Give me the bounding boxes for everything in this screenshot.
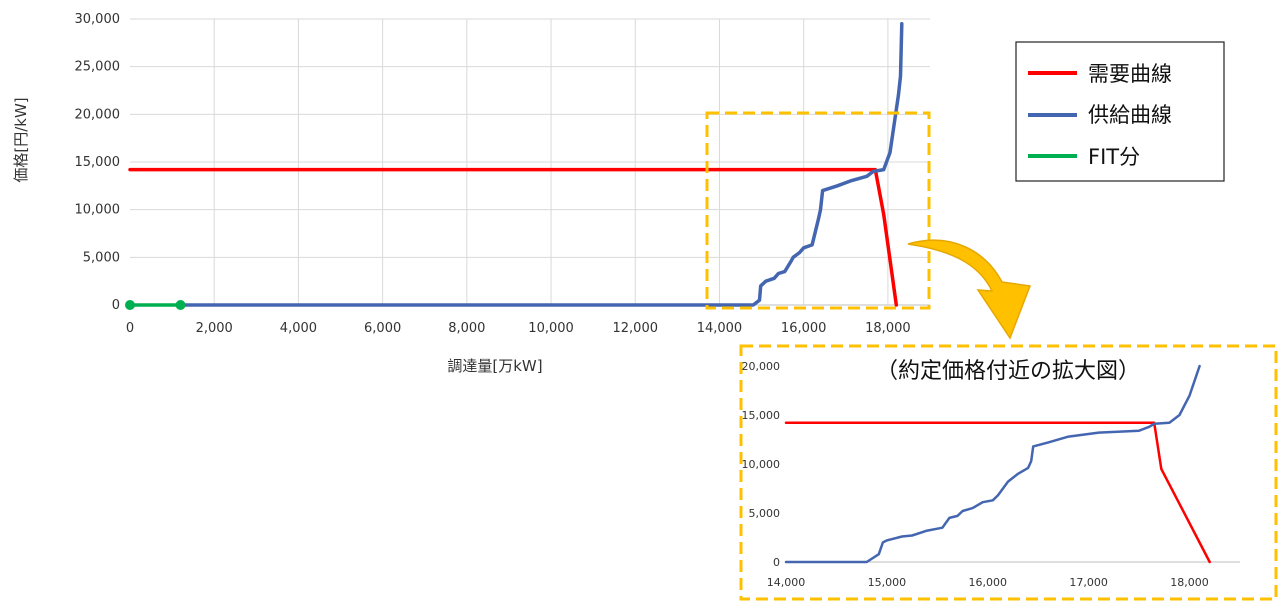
y-tick-label: 0	[773, 556, 780, 569]
legend-label-supply: 供給曲線	[1088, 103, 1172, 127]
x-tick-label: 10,000	[528, 321, 574, 336]
y-tick-label: 20,000	[75, 107, 121, 122]
x-tick-label: 18,000	[1170, 576, 1209, 589]
y-tick-label: 10,000	[742, 458, 781, 471]
inset-title: （約定価格付近の拡大図）	[876, 359, 1140, 384]
y-tick-label: 0	[112, 298, 120, 313]
y-tick-label: 15,000	[75, 155, 121, 170]
inset-frame	[739, 344, 1278, 601]
series-line-demand	[128, 167, 899, 307]
x-tick-label: 6,000	[364, 321, 401, 336]
x-tick-label: 12,000	[613, 321, 659, 336]
x-tick-label: 16,000	[781, 321, 827, 336]
legend: 需要曲線 供給曲線 FIT分	[1015, 41, 1225, 182]
fit-point	[125, 300, 135, 310]
y-tick-label: 30,000	[75, 12, 121, 27]
fit-point	[175, 300, 186, 310]
x-tick-label: 14,000	[767, 576, 806, 589]
y-tick-label: 5,000	[83, 250, 120, 265]
y-tick-label: 5,000	[749, 507, 781, 520]
legend-label-demand: 需要曲線	[1088, 62, 1172, 86]
y-tick-label: 10,000	[75, 203, 121, 218]
main-grid	[130, 18, 930, 305]
x-tick-label: 18,000	[865, 321, 911, 336]
main-ticks: 0 2,000 4,000 6,000 8,000 10,000 12,000 14,000 1…	[75, 12, 911, 336]
highlight-box	[705, 111, 931, 310]
x-tick-label: 17,000	[1069, 576, 1108, 589]
x-axis-title: 調達量[万kW]	[447, 357, 542, 375]
series-line-supply	[784, 364, 1201, 564]
y-tick-label: 25,000	[75, 60, 121, 75]
series-line-supply	[178, 22, 904, 307]
zoom-arrow-icon	[907, 239, 1032, 340]
y-tick-label: 20,000	[742, 360, 781, 373]
inset-series	[784, 364, 1211, 564]
x-tick-label: 8,000	[448, 321, 485, 336]
x-tick-label: 16,000	[969, 576, 1008, 589]
main-series	[125, 22, 904, 310]
x-tick-label: 2,000	[196, 321, 233, 336]
x-tick-label: 15,000	[868, 576, 907, 589]
x-tick-label: 4,000	[280, 321, 317, 336]
series-line-demand	[784, 421, 1211, 564]
y-axis-title: 価格[円/kW]	[12, 97, 30, 182]
legend-label-fit: FIT分	[1088, 145, 1140, 169]
x-tick-label: 0	[126, 321, 134, 336]
x-tick-label: 14,000	[697, 321, 743, 336]
y-tick-label: 15,000	[742, 409, 781, 422]
inset-ticks: 14,000 15,000 16,000 17,000 18,000 0 5,000 10,0…	[742, 360, 1209, 589]
